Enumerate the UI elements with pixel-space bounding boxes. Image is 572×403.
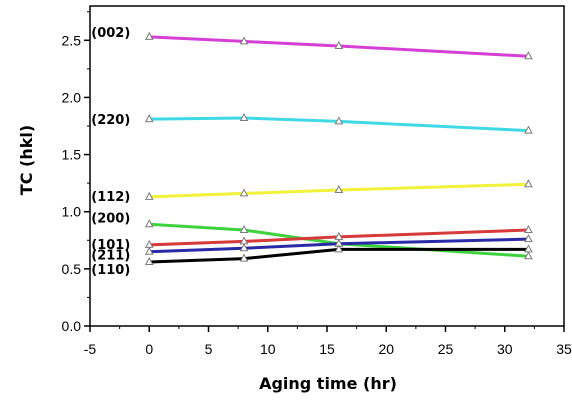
series-line: [149, 247, 529, 264]
data-point-marker: [334, 40, 344, 49]
data-point-marker: [524, 244, 533, 253]
data-point-marker: [524, 234, 533, 243]
data-point-marker: [239, 253, 249, 262]
series-label: (211): [91, 249, 130, 264]
data-point-marker: [144, 191, 154, 200]
x-axis-title: Aging time (hr): [259, 374, 397, 393]
y-axis-title: TC (hkl): [17, 125, 36, 195]
series-label: (220): [91, 113, 130, 128]
data-point-marker: [334, 184, 344, 193]
data-point-marker: [524, 224, 533, 233]
x-tick-label: 30: [497, 341, 513, 357]
data-point-marker: [334, 244, 344, 253]
data-point-marker: [524, 51, 533, 60]
y-tick-label: 1.5: [62, 147, 82, 163]
data-point-marker: [239, 224, 249, 233]
series-line: [149, 237, 529, 254]
series-label: (112): [91, 190, 130, 205]
x-tick-label: -5: [84, 341, 97, 357]
data-point-marker: [239, 188, 249, 197]
series-line: [149, 228, 529, 247]
data-point-marker: [524, 251, 533, 260]
x-tick-label: 35: [556, 341, 572, 357]
data-point-marker: [524, 125, 533, 134]
data-point-marker: [144, 246, 154, 255]
series-line: [149, 116, 529, 133]
data-point-marker: [144, 219, 154, 228]
data-point-marker: [144, 31, 154, 40]
y-tick-label: 2.0: [62, 89, 82, 105]
series-label: (101): [91, 238, 130, 253]
y-tick-label: 0.0: [62, 318, 82, 334]
x-tick-label: 25: [438, 341, 454, 357]
x-tick-label: 15: [319, 341, 335, 357]
x-tick-label: 10: [260, 341, 276, 357]
y-tick-label: 1.0: [62, 204, 82, 220]
y-tick-label: 0.5: [62, 261, 82, 277]
data-point-marker: [144, 256, 154, 265]
x-tick-label: 20: [378, 341, 394, 357]
data-point-marker: [239, 36, 249, 45]
y-tick-label: 2.5: [62, 32, 82, 48]
data-point-marker: [334, 116, 344, 125]
series-layer: (002) (220) (112) (200) (101)(211)(110): [91, 26, 533, 278]
data-point-marker: [239, 243, 249, 252]
series-label: (200): [91, 211, 130, 226]
data-point-marker: [144, 114, 154, 123]
series-label: (002): [91, 26, 130, 41]
series-line: [149, 35, 529, 58]
data-point-marker: [239, 112, 249, 121]
series-label: (110): [91, 263, 130, 278]
series-line: [149, 182, 529, 199]
data-point-marker: [524, 179, 533, 188]
axis-layer: -5 0 5 10 15 20 25 30 35 0.0 0.5 1.0 1.5 2.0 2.5: [62, 11, 572, 357]
x-tick-label: 0: [145, 341, 153, 357]
x-tick-label: 5: [205, 341, 213, 357]
